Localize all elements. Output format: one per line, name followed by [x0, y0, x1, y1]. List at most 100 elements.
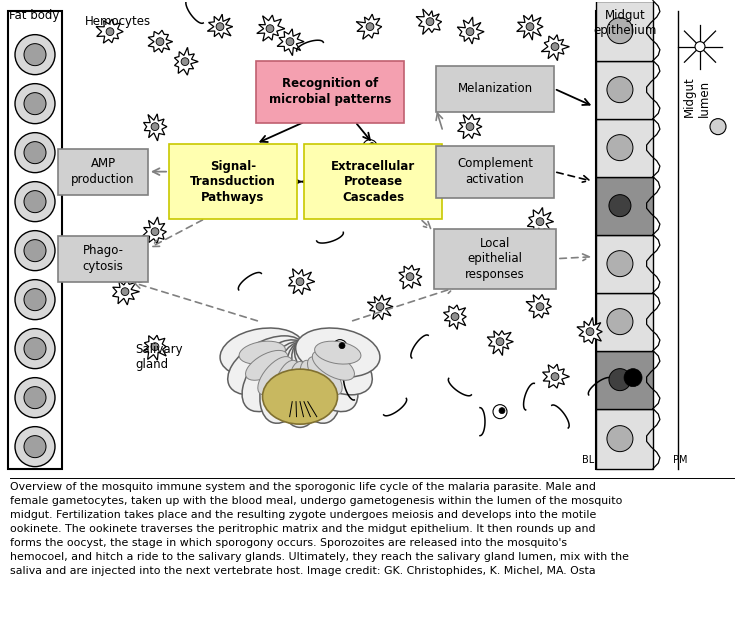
- Circle shape: [586, 328, 594, 336]
- Circle shape: [551, 43, 559, 51]
- Circle shape: [493, 404, 507, 419]
- Bar: [596, 409, 653, 469]
- Circle shape: [15, 280, 55, 320]
- Bar: [596, 60, 653, 119]
- Polygon shape: [541, 35, 569, 60]
- Circle shape: [363, 140, 377, 153]
- Circle shape: [466, 123, 474, 130]
- Polygon shape: [144, 335, 166, 360]
- Circle shape: [499, 408, 505, 413]
- Circle shape: [536, 303, 544, 311]
- Bar: [58, 149, 148, 195]
- Bar: [436, 146, 554, 198]
- Polygon shape: [542, 364, 569, 388]
- Bar: [596, 293, 653, 351]
- Polygon shape: [458, 17, 484, 44]
- Text: Local
epithelial
responses: Local epithelial responses: [465, 237, 525, 281]
- Polygon shape: [257, 15, 285, 41]
- Ellipse shape: [307, 356, 342, 395]
- Circle shape: [283, 80, 297, 94]
- Circle shape: [339, 343, 345, 349]
- Circle shape: [121, 288, 129, 295]
- Circle shape: [506, 173, 514, 180]
- Circle shape: [607, 309, 633, 334]
- Polygon shape: [577, 317, 602, 343]
- Circle shape: [151, 343, 159, 351]
- Text: Fat body: Fat body: [9, 8, 60, 22]
- Circle shape: [609, 369, 631, 390]
- Polygon shape: [416, 9, 442, 35]
- Bar: [304, 144, 442, 219]
- Circle shape: [15, 83, 55, 124]
- Circle shape: [266, 25, 274, 33]
- Circle shape: [406, 273, 414, 281]
- Circle shape: [156, 38, 164, 46]
- Text: BL: BL: [582, 455, 594, 465]
- Bar: [436, 65, 554, 112]
- Polygon shape: [108, 165, 135, 190]
- Bar: [596, 351, 653, 409]
- Circle shape: [451, 313, 459, 320]
- Polygon shape: [208, 14, 233, 39]
- Polygon shape: [112, 280, 139, 305]
- Circle shape: [429, 203, 435, 209]
- Circle shape: [526, 22, 534, 31]
- Circle shape: [15, 35, 55, 74]
- Circle shape: [216, 22, 224, 31]
- Text: Extracellular
Protease
Cascades: Extracellular Protease Cascades: [331, 160, 415, 204]
- Circle shape: [15, 182, 55, 221]
- Bar: [58, 236, 148, 282]
- Polygon shape: [527, 207, 554, 234]
- Circle shape: [24, 142, 46, 164]
- Circle shape: [15, 329, 55, 369]
- Circle shape: [24, 289, 46, 311]
- Ellipse shape: [220, 328, 304, 377]
- Polygon shape: [458, 114, 482, 139]
- Polygon shape: [96, 19, 124, 43]
- Circle shape: [15, 133, 55, 173]
- Circle shape: [181, 58, 189, 65]
- Bar: [596, 119, 653, 177]
- Ellipse shape: [300, 360, 327, 405]
- Ellipse shape: [312, 351, 354, 380]
- Circle shape: [24, 191, 46, 213]
- Circle shape: [376, 303, 384, 311]
- Bar: [8, 11, 62, 469]
- Circle shape: [24, 386, 46, 409]
- Circle shape: [607, 135, 633, 160]
- Polygon shape: [526, 295, 551, 318]
- Polygon shape: [148, 30, 173, 53]
- Text: Midgut
epithelium: Midgut epithelium: [593, 8, 657, 37]
- Circle shape: [15, 427, 55, 467]
- Ellipse shape: [276, 342, 324, 428]
- Ellipse shape: [274, 360, 300, 405]
- Bar: [596, 1, 653, 60]
- Ellipse shape: [289, 361, 311, 408]
- Circle shape: [106, 28, 114, 35]
- Circle shape: [15, 377, 55, 418]
- Text: Midgut
lumen: Midgut lumen: [683, 76, 711, 117]
- Ellipse shape: [263, 369, 338, 424]
- Circle shape: [609, 195, 631, 216]
- Text: Signal-
Transduction
Pathways: Signal- Transduction Pathways: [190, 160, 276, 204]
- Circle shape: [496, 338, 504, 345]
- Circle shape: [151, 228, 159, 236]
- Circle shape: [296, 278, 304, 286]
- Ellipse shape: [286, 342, 340, 423]
- Circle shape: [24, 44, 46, 65]
- Circle shape: [695, 42, 705, 51]
- Circle shape: [289, 83, 295, 89]
- Text: Salivary
gland: Salivary gland: [135, 343, 182, 370]
- Polygon shape: [516, 15, 543, 40]
- Polygon shape: [289, 269, 315, 295]
- Polygon shape: [277, 29, 304, 56]
- Ellipse shape: [315, 341, 361, 364]
- Bar: [596, 177, 653, 234]
- Text: Phago-
cytosis: Phago- cytosis: [83, 245, 124, 273]
- Circle shape: [607, 426, 633, 451]
- Circle shape: [423, 200, 437, 214]
- Circle shape: [536, 218, 544, 225]
- Ellipse shape: [242, 340, 308, 412]
- Polygon shape: [368, 295, 393, 320]
- Circle shape: [366, 22, 374, 31]
